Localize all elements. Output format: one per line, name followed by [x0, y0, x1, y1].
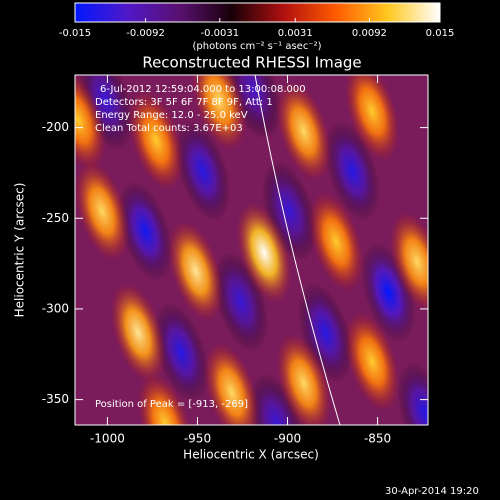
peak-label: Position of Peak = [-913, -269] — [95, 399, 248, 410]
annotation: Clean Total counts: 3.67E+03 — [95, 123, 243, 134]
colorbar — [75, 3, 440, 22]
colorbar-label: (photons cm⁻² s⁻¹ asec⁻²) — [192, 41, 321, 52]
colorbar-frame — [74, 2, 441, 23]
colorbar-tick-label: -0.0031 — [200, 28, 239, 39]
source — [117, 180, 173, 282]
solar-limb — [254, 75, 341, 425]
source — [137, 372, 193, 425]
colorbar-tick-label: -0.0092 — [126, 28, 165, 39]
annotation: 6-Jul-2012 12:59:04.000 to 13:00:08.000 — [100, 84, 306, 95]
x-tick-label: -900 — [274, 432, 301, 446]
source — [396, 362, 428, 425]
source — [204, 342, 260, 425]
annotation: Energy Range: 12.0 - 25.0 keV — [95, 110, 248, 121]
source — [344, 311, 400, 412]
source — [344, 75, 400, 162]
x-tick-label: -1000 — [90, 432, 125, 446]
annotation: Detectors: 3F 5F 6F 7F 8F 9F, Att: 1 — [95, 97, 273, 108]
source — [128, 90, 184, 191]
chart-title: Reconstructed RHESSI Image — [142, 54, 361, 72]
plot-frame — [74, 74, 429, 426]
source — [75, 75, 107, 171]
source — [308, 191, 364, 293]
y-axis-label: Heliocentric Y (arcsec) — [13, 183, 27, 318]
colorbar-tick-label: -0.015 — [59, 28, 91, 39]
x-tick-label: -850 — [364, 432, 391, 446]
colorbar-tick-label: 0.0092 — [352, 28, 387, 39]
y-tick-label: -200 — [42, 120, 69, 134]
colorbar-tick-label: 0.015 — [426, 28, 455, 39]
source — [153, 302, 209, 403]
source — [389, 211, 428, 313]
source — [175, 120, 231, 222]
source — [75, 160, 130, 262]
y-tick-label: -300 — [42, 301, 69, 315]
source — [110, 282, 166, 383]
x-axis-label: Heliocentric X (arcsec) — [183, 448, 319, 462]
source — [236, 202, 292, 303]
source — [276, 80, 332, 182]
y-tick-label: -350 — [42, 392, 69, 406]
y-tick-label: -250 — [42, 211, 69, 225]
timestamp: 30-Apr-2014 19:20 — [385, 486, 479, 497]
source — [276, 333, 332, 425]
colorbar-tick-label: 0.0031 — [278, 28, 313, 39]
x-tick-label: -950 — [184, 432, 211, 446]
source — [168, 220, 224, 322]
